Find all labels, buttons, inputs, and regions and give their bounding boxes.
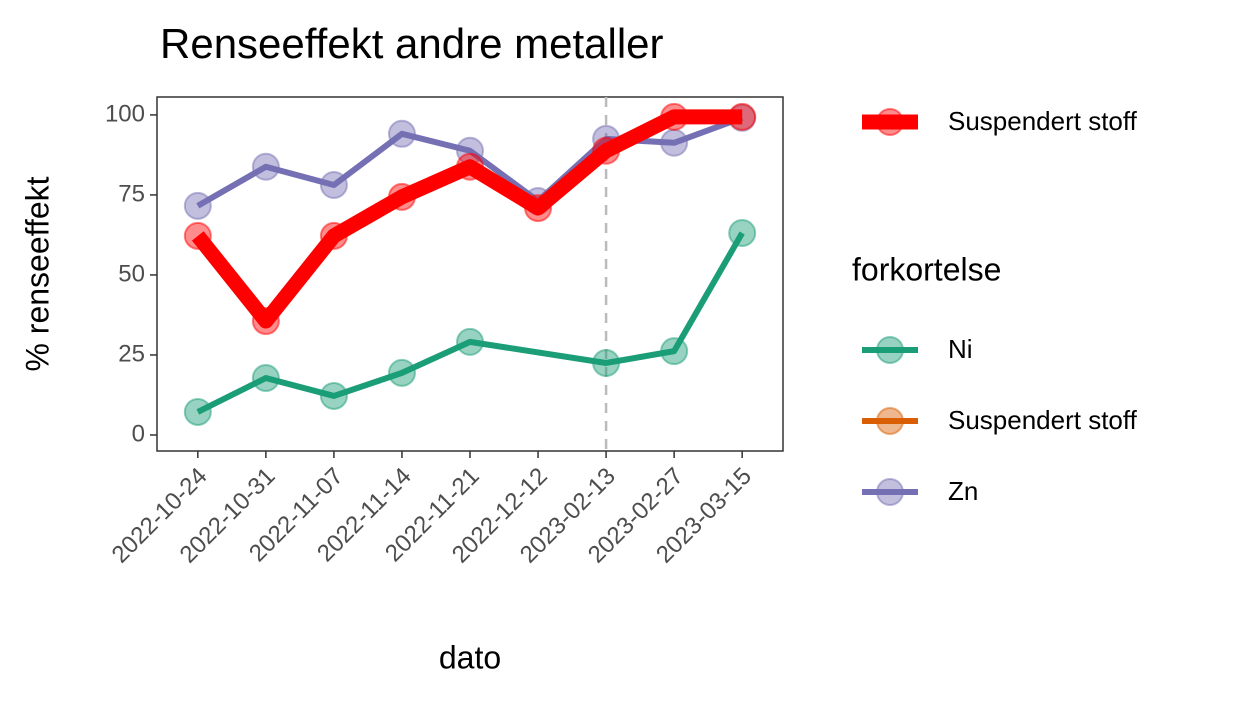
data-point <box>251 364 280 393</box>
data-point <box>524 194 553 223</box>
data-point <box>319 171 348 200</box>
data-point <box>728 219 757 248</box>
legend-label: Ni <box>948 334 973 364</box>
y-tick-label: 75 <box>118 180 145 207</box>
data-point <box>387 119 416 148</box>
legend-label: Suspendert stoff <box>948 106 1138 136</box>
data-point <box>319 381 348 410</box>
series-line <box>196 114 744 209</box>
data-point <box>183 221 212 250</box>
legend-label: Suspendert stoff <box>948 405 1138 435</box>
data-point <box>660 337 689 366</box>
data-point <box>660 102 689 131</box>
data-point <box>456 327 484 356</box>
y-tick-label: 100 <box>105 100 145 127</box>
data-point <box>387 358 416 387</box>
y-axis-label: % renseeffekt <box>19 176 55 371</box>
series-line <box>191 109 743 329</box>
data-point <box>592 348 621 377</box>
data-point <box>183 397 212 426</box>
data-point <box>660 128 689 157</box>
data-point <box>319 221 348 250</box>
data-point <box>456 152 484 181</box>
data-point <box>387 182 416 211</box>
x-axis-label: dato <box>439 639 501 675</box>
legend-key <box>876 108 904 136</box>
chart-title: Renseeffekt andre metaller <box>160 20 664 67</box>
series-line <box>196 231 745 415</box>
legend-label: Zn <box>948 476 978 506</box>
y-tick-label: 0 <box>132 420 145 447</box>
y-tick-label: 50 <box>118 260 145 287</box>
data-point <box>728 102 757 131</box>
data-point <box>251 307 280 336</box>
data-point <box>251 152 280 181</box>
data-point <box>592 136 621 165</box>
y-tick-label: 25 <box>118 340 145 367</box>
legend-key <box>876 336 904 364</box>
legend-title: forkortelse <box>852 251 1001 287</box>
legend-key <box>876 478 904 506</box>
legend-key <box>876 407 904 435</box>
data-point <box>183 191 212 220</box>
